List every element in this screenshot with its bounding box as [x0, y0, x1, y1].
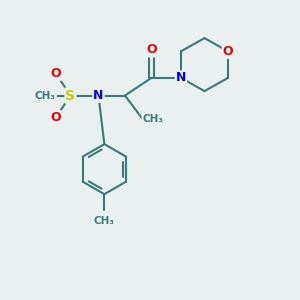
Text: O: O — [146, 44, 157, 56]
Text: O: O — [50, 67, 61, 80]
Text: O: O — [50, 111, 61, 124]
Text: CH₃: CH₃ — [94, 216, 115, 226]
Text: S: S — [65, 88, 76, 103]
Text: O: O — [223, 45, 233, 58]
Text: CH₃: CH₃ — [142, 114, 164, 124]
Text: N: N — [93, 89, 104, 102]
Text: CH₃: CH₃ — [35, 91, 56, 100]
Text: N: N — [176, 71, 186, 84]
